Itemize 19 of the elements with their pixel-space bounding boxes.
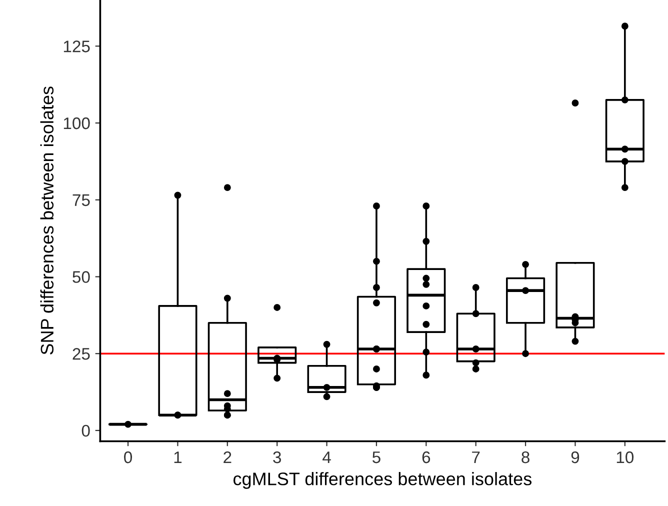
y-tick-label: 125 bbox=[64, 40, 90, 52]
x-tick-label: 2 bbox=[224, 451, 232, 464]
x-tick-label: 4 bbox=[322, 452, 331, 464]
y-tick-label: 50 bbox=[72, 271, 90, 283]
x-tick-label: 5 bbox=[372, 452, 380, 464]
x-tick-label: 0 bbox=[124, 451, 132, 464]
x-tick-label: 8 bbox=[522, 451, 530, 464]
x-tick-label: 7 bbox=[472, 452, 480, 464]
x-axis-title: cgMLST differences between isolates bbox=[233, 472, 532, 489]
y-axis-title: SNP differences between isolates bbox=[40, 86, 54, 354]
y-tick-label: 25 bbox=[72, 348, 90, 360]
x-tick-label: 1 bbox=[174, 452, 182, 464]
x-tick-label: 6 bbox=[422, 451, 430, 464]
x-tick-label: 9 bbox=[571, 451, 580, 464]
y-tick-label: 0 bbox=[82, 424, 90, 437]
y-tick-label: 100 bbox=[64, 117, 90, 130]
x-tick-label: 3 bbox=[273, 451, 281, 464]
y-tick-label: 75 bbox=[72, 194, 90, 206]
x-tick-label: 10 bbox=[616, 451, 634, 464]
